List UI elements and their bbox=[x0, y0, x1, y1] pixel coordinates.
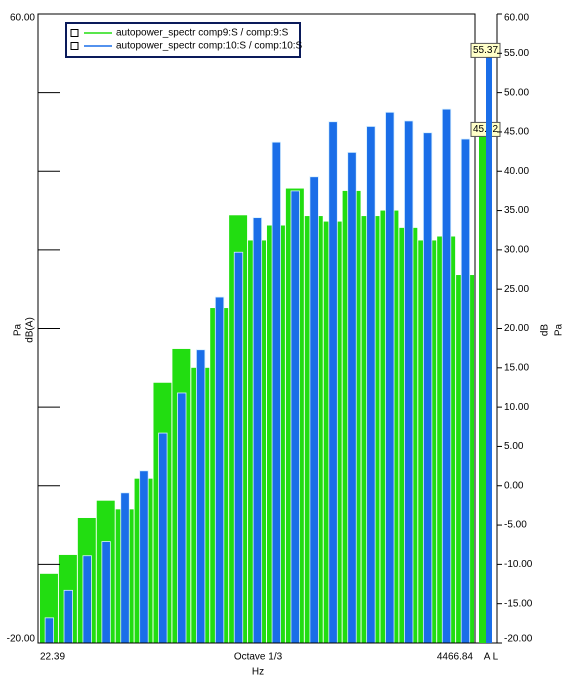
legend-label: autopower_spectr comp:10:S / comp:10:S bbox=[116, 41, 303, 52]
legend-checkbox bbox=[70, 42, 79, 50]
bar bbox=[177, 392, 187, 644]
y2-tick-label: 60.00 bbox=[504, 13, 529, 24]
overall-bar bbox=[486, 50, 492, 643]
y2-tick-label: -15.00 bbox=[504, 598, 533, 609]
y2-tick-label: 20.00 bbox=[504, 323, 529, 334]
y2-tick-label: 55.00 bbox=[504, 48, 529, 59]
bar bbox=[328, 121, 338, 644]
y2-tick-label: 10.00 bbox=[504, 402, 529, 413]
overall-label: A L bbox=[484, 652, 499, 663]
legend-box bbox=[65, 22, 301, 58]
x-axis-label: Hz bbox=[252, 667, 264, 678]
bar bbox=[460, 138, 471, 644]
y2-axis-label: Pa bbox=[554, 323, 565, 336]
bar bbox=[385, 111, 395, 644]
bar bbox=[347, 151, 357, 644]
overall-bar bbox=[479, 129, 486, 643]
bar bbox=[252, 217, 263, 644]
y2-tick-label: -10.00 bbox=[504, 559, 533, 570]
y2-tick-label: 30.00 bbox=[504, 245, 529, 256]
bar bbox=[82, 555, 92, 644]
bar bbox=[422, 132, 433, 644]
bar bbox=[366, 126, 376, 644]
y-axis-label: Pa bbox=[13, 323, 24, 336]
value-label-text: 55.37 bbox=[473, 45, 498, 56]
y-tick-label: -20.00 bbox=[7, 634, 36, 645]
y-axis-label: dB(A) bbox=[25, 317, 36, 343]
bar bbox=[63, 589, 73, 644]
x-end-label: 4466.84 bbox=[437, 652, 474, 663]
bar bbox=[120, 492, 130, 644]
y2-tick-label: -5.00 bbox=[504, 520, 527, 531]
y2-tick-label: 45.00 bbox=[504, 127, 529, 138]
y2-tick-label: 15.00 bbox=[504, 362, 529, 373]
bar bbox=[290, 190, 300, 644]
legend-checkbox bbox=[70, 29, 79, 37]
bar bbox=[101, 541, 111, 644]
y2-tick-label: 50.00 bbox=[504, 87, 529, 98]
legend: autopower_spectr comp9:S / comp:9:S autop… bbox=[65, 22, 303, 58]
y2-tick-label: -20.00 bbox=[504, 634, 533, 645]
bar bbox=[271, 141, 281, 644]
value-label-text: 45.32 bbox=[473, 124, 498, 135]
bar bbox=[441, 108, 452, 644]
y2-tick-label: 35.00 bbox=[504, 205, 529, 216]
bar bbox=[404, 120, 414, 644]
y2-tick-label: 5.00 bbox=[504, 441, 524, 452]
x-start-label: 22.39 bbox=[40, 652, 65, 663]
legend-label: autopower_spectr comp9:S / comp:9:S bbox=[116, 28, 289, 39]
y2-tick-label: 40.00 bbox=[504, 166, 529, 177]
y2-tick-label: 0.00 bbox=[504, 480, 524, 491]
bar bbox=[139, 470, 149, 644]
bar bbox=[214, 296, 225, 644]
x-center-label: Octave 1/3 bbox=[234, 652, 283, 663]
y2-tick-label: 25.00 bbox=[504, 284, 529, 295]
value-label-box bbox=[470, 42, 501, 58]
bar bbox=[196, 349, 206, 644]
value-label: 55.37 bbox=[470, 42, 501, 58]
value-label: 45.32 bbox=[470, 121, 501, 137]
bar bbox=[309, 176, 319, 644]
bar bbox=[233, 251, 244, 644]
y-tick-label: 60.00 bbox=[10, 13, 35, 24]
bar bbox=[44, 617, 55, 644]
y2-axis-label: dB bbox=[540, 324, 551, 337]
bar bbox=[158, 432, 168, 644]
value-label-box bbox=[470, 121, 501, 137]
